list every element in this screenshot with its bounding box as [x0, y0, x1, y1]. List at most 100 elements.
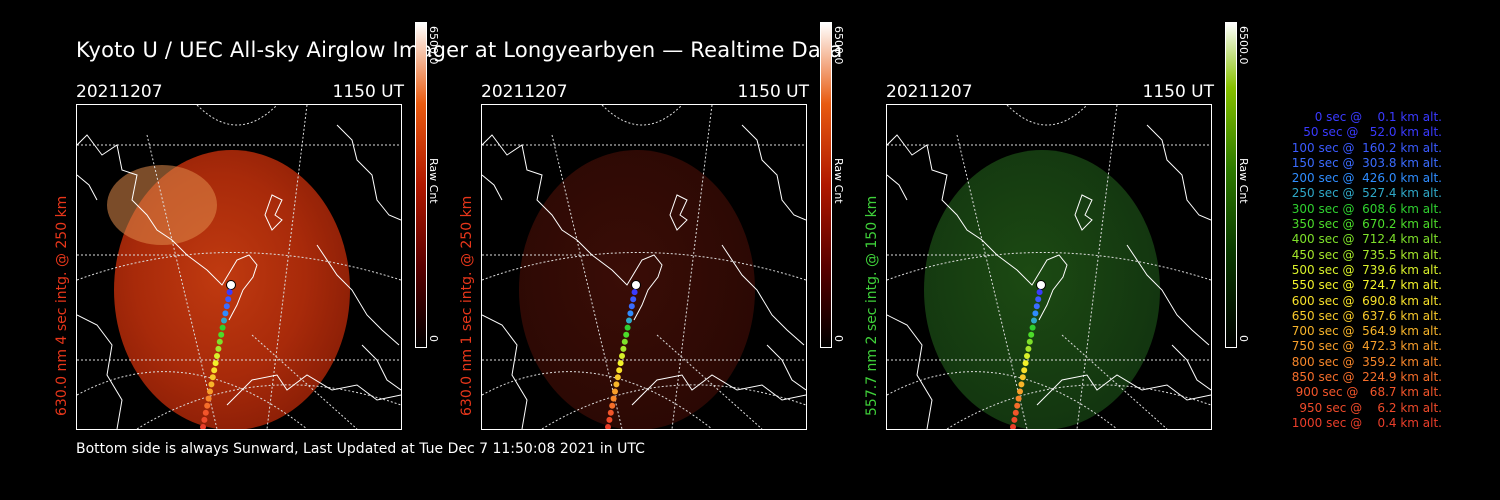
- trajectory-point: [612, 388, 618, 395]
- rocket-trajectory: [605, 280, 641, 429]
- colorbar: [415, 22, 427, 348]
- colorbar: [1225, 22, 1237, 348]
- legend-row: 550 sec @ 724.7 km alt.: [1291, 278, 1442, 293]
- legend-row: 600 sec @ 690.8 km alt.: [1291, 293, 1442, 308]
- trajectory-point: [226, 289, 233, 296]
- allsky-image: [481, 104, 807, 430]
- colorbar-unit-label: Raw Cnt: [427, 158, 440, 204]
- image-panel-1: 20211207 1150 UT 630.0 nm 4 sec intg. @ …: [54, 82, 404, 430]
- trajectory-point: [205, 395, 212, 402]
- trajectory-legend: 0 sec @ 0.1 km alt. 50 sec @ 52.0 km alt.…: [1262, 110, 1442, 431]
- trajectory-point: [605, 424, 611, 429]
- trajectory-point: [215, 345, 222, 352]
- trajectory-point: [616, 367, 623, 374]
- trajectory-point: [609, 402, 616, 409]
- colorbar-min-label: 0: [832, 335, 845, 342]
- trajectory-point: [218, 331, 225, 338]
- colorbar: [820, 22, 832, 348]
- legend-row: 650 sec @ 637.6 km alt.: [1291, 308, 1442, 323]
- panel-ylabel: 630.0 nm 1 sec intg. @ 250 km: [459, 195, 475, 416]
- panel-date: 20211207: [886, 82, 973, 102]
- rocket-trajectory: [1010, 280, 1046, 429]
- trajectory-point: [628, 303, 635, 310]
- colorbar-max-label: 6500.0: [427, 26, 440, 65]
- trajectory-point: [627, 310, 634, 317]
- trajectory-point: [1024, 353, 1030, 359]
- trajectory-point: [1010, 424, 1016, 429]
- colorbar-max-label: 6500.0: [832, 26, 845, 65]
- legend-row: 300 sec @ 608.6 km alt.: [1291, 201, 1442, 216]
- page-title: Kyoto U / UEC All-sky Airglow Imager at …: [76, 38, 843, 62]
- trajectory-point: [1036, 280, 1046, 290]
- legend-row: 0 sec @ 0.1 km alt.: [1314, 110, 1442, 124]
- trajectory-point: [1029, 324, 1036, 331]
- trajectory-point: [201, 416, 208, 423]
- coastline: [482, 124, 806, 429]
- trajectory-point: [1011, 416, 1018, 423]
- trajectory-point: [1015, 395, 1022, 402]
- trajectory-point: [211, 367, 218, 374]
- trajectory-point: [200, 424, 206, 429]
- map-graticule: [887, 105, 1211, 429]
- legend-row: 200 sec @ 426.0 km alt.: [1291, 171, 1442, 186]
- trajectory-point: [619, 353, 625, 359]
- trajectory-point: [1019, 374, 1026, 381]
- legend-row: 950 sec @ 6.2 km alt.: [1299, 400, 1442, 415]
- legend-row: 350 sec @ 670.2 km alt.: [1291, 217, 1442, 232]
- trajectory-point: [1026, 338, 1033, 345]
- colorbar-max-label: 6500.0: [1237, 26, 1250, 65]
- panel-time: 1150 UT: [737, 82, 810, 102]
- trajectory-point: [214, 353, 220, 359]
- trajectory-point: [204, 402, 211, 409]
- legend-row: 900 sec @ 68.7 km alt.: [1295, 385, 1442, 400]
- panel-ylabel: 557.7 nm 2 sec intg. @ 150 km: [864, 195, 880, 416]
- legend-row: 700 sec @ 564.9 km alt.: [1291, 324, 1442, 339]
- trajectory-point: [1014, 402, 1021, 409]
- trajectory-point: [1035, 296, 1042, 303]
- trajectory-point: [219, 324, 226, 331]
- trajectory-point: [614, 374, 621, 381]
- trajectory-point: [207, 388, 213, 395]
- colorbar-unit-label: Raw Cnt: [832, 158, 845, 204]
- trajectory-point: [621, 338, 628, 345]
- trajectory-point: [222, 310, 229, 317]
- trajectory-point: [1032, 310, 1039, 317]
- map-graticule: [77, 105, 401, 429]
- trajectory-point: [623, 331, 630, 338]
- trajectory-point: [212, 360, 219, 367]
- image-panel-3: 20211207 1150 UT 557.7 nm 2 sec intg. @ …: [864, 82, 1215, 430]
- legend-row: 750 sec @ 472.3 km alt.: [1291, 339, 1442, 354]
- trajectory-point: [1031, 317, 1037, 324]
- trajectory-point: [613, 381, 620, 388]
- legend-row: 850 sec @ 224.9 km alt.: [1291, 370, 1442, 385]
- colorbar-unit-label: Raw Cnt: [1237, 158, 1250, 204]
- trajectory-point: [626, 317, 632, 324]
- trajectory-point: [1028, 331, 1035, 338]
- trajectory-point: [226, 280, 236, 290]
- trajectory-point: [610, 395, 617, 402]
- trajectory-point: [209, 374, 216, 381]
- footer-note: Bottom side is always Sunward, Last Upda…: [76, 441, 645, 457]
- trajectory-point: [607, 409, 614, 416]
- trajectory-point: [1017, 388, 1023, 395]
- legend-row: 400 sec @ 712.4 km alt.: [1291, 232, 1442, 247]
- legend-row: 250 sec @ 527.4 km alt.: [1291, 186, 1442, 201]
- trajectory-point: [208, 381, 215, 388]
- legend-row: 50 sec @ 52.0 km alt.: [1303, 125, 1442, 140]
- trajectory-point: [221, 317, 227, 324]
- trajectory-point: [1036, 289, 1043, 296]
- trajectory-point: [216, 338, 223, 345]
- trajectory-point: [1025, 345, 1032, 352]
- colorbar-min-label: 0: [1237, 335, 1250, 342]
- map-graticule: [482, 105, 806, 429]
- coastline: [887, 124, 1211, 429]
- trajectory-point: [1012, 409, 1019, 416]
- panel-time: 1150 UT: [1142, 82, 1215, 102]
- allsky-image: [76, 104, 402, 430]
- legend-row: 1000 sec @ 0.4 km alt.: [1291, 415, 1442, 430]
- rocket-trajectory: [200, 280, 236, 429]
- trajectory-point: [631, 280, 641, 290]
- legend-row: 100 sec @ 160.2 km alt.: [1291, 140, 1442, 155]
- trajectory-point: [223, 303, 230, 310]
- trajectory-point: [620, 345, 627, 352]
